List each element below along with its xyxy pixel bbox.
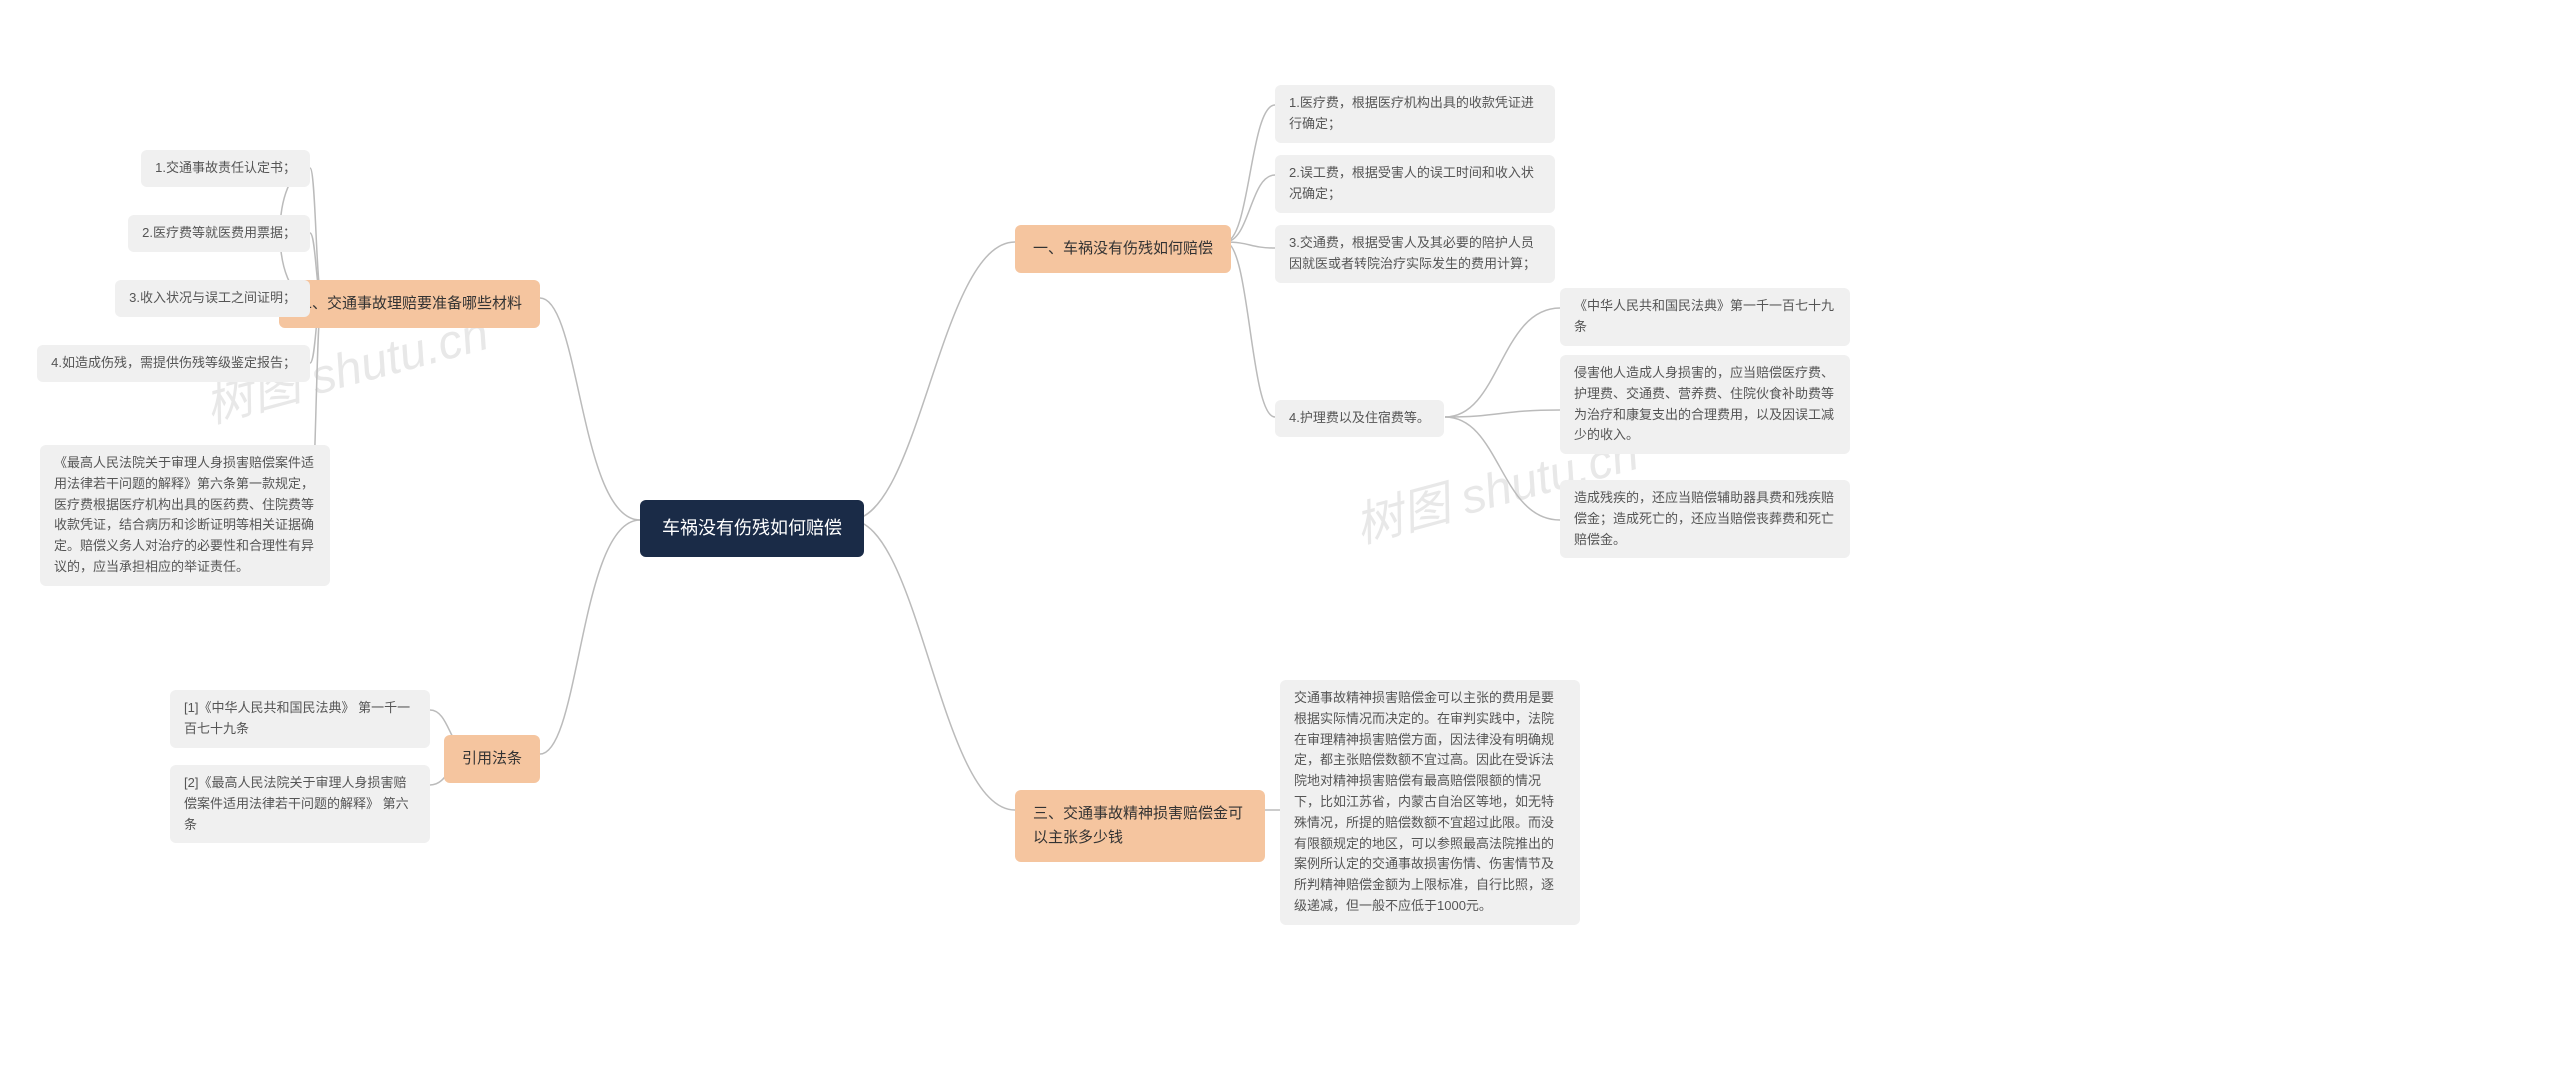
branch-4-item-1: [1]《中华人民共和国民法典》 第一千一百七十九条 bbox=[170, 690, 430, 748]
branch-1: 一、车祸没有伤残如何赔偿 bbox=[1015, 225, 1231, 273]
branch-3-item-1: 交通事故精神损害赔偿金可以主张的费用是要根据实际情况而决定的。在审判实践中，法院… bbox=[1280, 680, 1580, 925]
branch-3: 三、交通事故精神损害赔偿金可以主张多少钱 bbox=[1015, 790, 1265, 862]
branch-2-item-5-sub-1: 《最高人民法院关于审理人身损害赔偿案件适用法律若干问题的解释》第六条第一款规定，… bbox=[40, 445, 330, 586]
branch-1-item-1: 1.医疗费，根据医疗机构出具的收款凭证进行确定； bbox=[1275, 85, 1555, 143]
branch-1-item-4-sub-1: 《中华人民共和国民法典》第一千一百七十九条 bbox=[1560, 288, 1850, 346]
branch-4: 引用法条 bbox=[444, 735, 540, 783]
branch-2: 二、交通事故理赔要准备哪些材料 bbox=[279, 280, 540, 328]
branch-1-item-4-sub-2: 侵害他人造成人身损害的，应当赔偿医疗费、护理费、交通费、营养费、住院伙食补助费等… bbox=[1560, 355, 1850, 454]
branch-4-item-2: [2]《最高人民法院关于审理人身损害赔偿案件适用法律若干问题的解释》 第六条 bbox=[170, 765, 430, 843]
branch-1-item-4-sub-3: 造成残疾的，还应当赔偿辅助器具费和残疾赔偿金；造成死亡的，还应当赔偿丧葬费和死亡… bbox=[1560, 480, 1850, 558]
branch-1-item-3: 3.交通费，根据受害人及其必要的陪护人员因就医或者转院治疗实际发生的费用计算； bbox=[1275, 225, 1555, 283]
branch-1-item-2: 2.误工费，根据受害人的误工时间和收入状况确定； bbox=[1275, 155, 1555, 213]
branch-2-item-4: 4.如造成伤残，需提供伤残等级鉴定报告； bbox=[37, 345, 310, 382]
branch-2-item-1: 1.交通事故责任认定书； bbox=[141, 150, 310, 187]
branch-2-item-2: 2.医疗费等就医费用票据； bbox=[128, 215, 310, 252]
branch-1-item-4: 4.护理费以及住宿费等。 bbox=[1275, 400, 1444, 437]
mindmap-root: 车祸没有伤残如何赔偿 bbox=[640, 500, 864, 557]
branch-2-item-3: 3.收入状况与误工之间证明； bbox=[115, 280, 310, 317]
